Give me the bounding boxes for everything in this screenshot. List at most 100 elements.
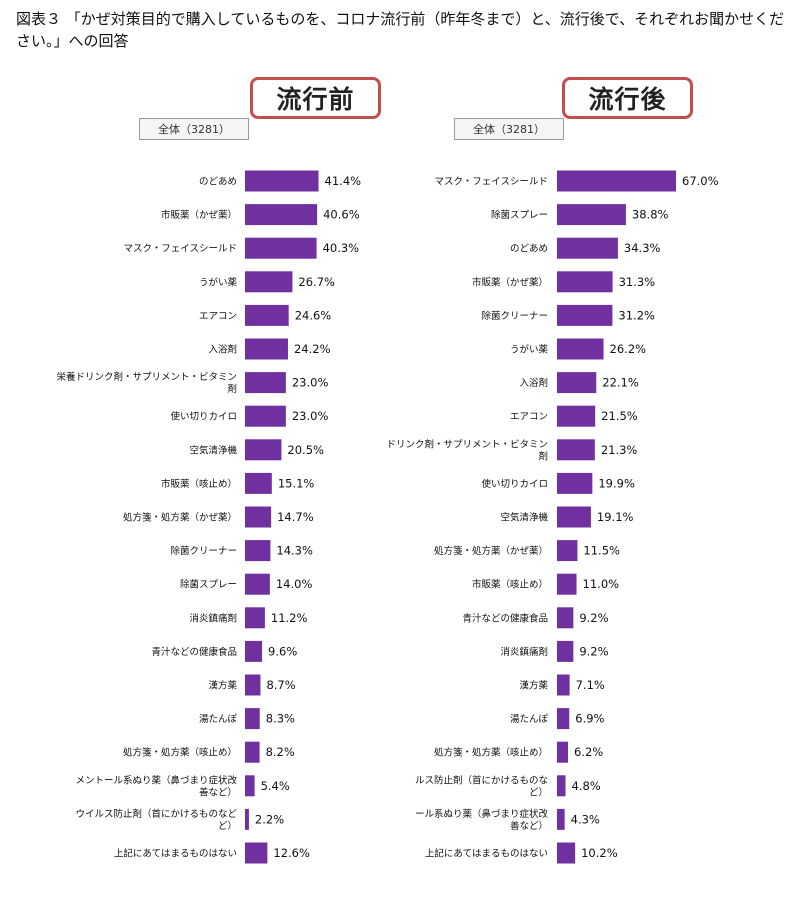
bar-before-5 (245, 338, 288, 360)
category-label-before-2: マスク・フェイスシールド (123, 244, 237, 255)
value-label-before-8: 20.5% (287, 443, 324, 457)
bar-after-16 (557, 708, 570, 730)
category-label-before-13: 消炎鎮痛剤 (189, 612, 237, 624)
bar-before-10 (245, 506, 272, 528)
value-label-before-2: 40.3% (323, 241, 360, 255)
category-label-after-17: 処方箋・処方薬（咳止め） (434, 747, 548, 759)
value-label-after-15: 7.1% (576, 678, 605, 692)
value-label-after-8: 21.3% (601, 443, 638, 457)
value-label-before-14: 9.6% (268, 644, 297, 658)
panel-title-before: 流行前 (250, 77, 381, 119)
bar-after-19 (557, 808, 565, 830)
value-label-before-16: 8.3% (266, 712, 295, 726)
bar-before-1 (245, 204, 318, 226)
bar-after-3 (557, 271, 613, 293)
category-label-before-12: 除菌スプレー (180, 579, 237, 591)
bar-before-7 (245, 405, 286, 427)
value-label-after-1: 38.8% (632, 208, 669, 222)
bar-before-16 (245, 708, 260, 730)
value-label-before-7: 23.0% (292, 409, 329, 423)
value-label-after-9: 19.9% (598, 476, 635, 490)
bar-before-0 (245, 170, 319, 192)
bar-after-9 (557, 472, 593, 494)
value-label-before-3: 26.7% (298, 275, 335, 289)
value-label-before-19: 2.2% (255, 812, 284, 826)
bar-after-14 (557, 640, 574, 662)
category-label-before-20: 上記にあてはまるものはない (114, 848, 237, 860)
bar-before-14 (245, 640, 263, 662)
value-label-after-12: 11.0% (583, 577, 620, 591)
category-label-before-6: 栄養ドリンク剤・サプリメント・ビタミン剤 (56, 371, 237, 395)
value-label-before-15: 8.7% (266, 678, 295, 692)
bar-before-2 (245, 237, 317, 259)
sample-size-after: 全体（3281） (454, 118, 564, 140)
category-label-after-6: 入浴剤 (519, 377, 548, 389)
category-label-after-3: 市販薬（かぜ薬） (472, 276, 548, 288)
value-label-after-10: 19.1% (597, 510, 634, 524)
bar-after-15 (557, 674, 570, 696)
bar-after-12 (557, 573, 577, 595)
bar-after-2 (557, 237, 618, 259)
category-label-after-7: エアコン (510, 412, 548, 423)
value-label-before-11: 14.3% (276, 544, 313, 558)
bar-before-17 (245, 741, 260, 763)
value-label-before-4: 24.6% (295, 308, 332, 322)
value-label-after-18: 4.8% (572, 779, 601, 793)
category-label-before-15: 漢方薬 (208, 680, 237, 692)
bar-before-4 (245, 304, 289, 326)
bar-after-17 (557, 741, 569, 763)
value-label-after-19: 4.3% (571, 812, 600, 826)
category-label-after-12: 市販薬（咳止め） (472, 579, 548, 591)
category-label-after-2: のどあめ (510, 244, 548, 255)
category-label-after-15: 漢方薬 (519, 680, 548, 692)
value-label-before-6: 23.0% (292, 376, 329, 390)
category-label-before-14: 青汁などの健康食品 (151, 646, 237, 658)
chart-panel-after: 67.0% マスク・フェイスシールド 38.8% 除菌スプレー 34.3% のどあめ 31.… (386, 170, 719, 864)
category-label-after-4: 除菌クリーナー (481, 310, 548, 322)
bar-before-6 (245, 372, 286, 394)
value-label-after-11: 11.5% (583, 544, 620, 558)
category-label-after-0: マスク・フェイスシールド (434, 177, 548, 188)
bar-after-13 (557, 607, 574, 629)
value-label-after-0: 67.0% (682, 174, 719, 188)
bar-after-8 (557, 439, 595, 461)
value-label-before-1: 40.6% (323, 208, 360, 222)
category-label-before-16: 湯たんぽ (199, 713, 238, 725)
value-label-after-2: 34.3% (624, 241, 661, 255)
bar-after-7 (557, 405, 596, 427)
bar-before-18 (245, 775, 255, 797)
bar-after-6 (557, 372, 597, 394)
category-label-after-1: 除菌スプレー (491, 209, 548, 221)
bar-before-11 (245, 540, 271, 562)
value-label-before-12: 14.0% (276, 577, 313, 591)
panel-title-after: 流行後 (562, 77, 693, 119)
bar-after-4 (557, 304, 613, 326)
value-label-before-13: 11.2% (271, 611, 308, 625)
figure-title: 図表３ 「かぜ対策目的で購入しているものを、コロナ流行前（昨年冬まで）と、流行後… (16, 10, 785, 50)
bar-before-12 (245, 573, 270, 595)
category-label-before-7: 使い切りカイロ (170, 411, 237, 423)
bar-before-8 (245, 439, 282, 461)
value-label-before-0: 41.4% (325, 174, 362, 188)
category-label-after-11: 処方箋・処方薬（かぜ薬） (434, 545, 548, 557)
category-label-after-9: 使い切りカイロ (481, 478, 548, 490)
category-label-after-14: 消炎鎮痛剤 (500, 646, 548, 658)
value-label-after-6: 22.1% (602, 376, 639, 390)
value-label-before-20: 12.6% (273, 846, 310, 860)
value-label-before-17: 8.2% (266, 745, 295, 759)
chart-panel-before: 41.4% のどあめ 40.6% 市販薬（かぜ薬） 40.3% マスク・フェイスシールド 2… (56, 170, 362, 864)
bar-before-15 (245, 674, 261, 696)
category-label-before-5: 入浴剤 (208, 344, 237, 356)
value-label-after-13: 9.2% (579, 611, 608, 625)
category-label-after-18: ルス防止剤（首にかけるものなど） (415, 774, 548, 798)
value-label-before-10: 14.7% (277, 510, 314, 524)
value-label-after-14: 9.2% (579, 644, 608, 658)
bar-after-18 (557, 775, 566, 797)
category-label-before-17: 処方箋・処方薬（咳止め） (123, 747, 237, 759)
category-label-after-19: ール系ぬり薬（鼻づまり症状改善など） (415, 808, 549, 832)
bar-before-9 (245, 472, 272, 494)
category-label-after-5: うがい薬 (510, 344, 549, 356)
category-label-after-13: 青汁などの健康食品 (462, 612, 548, 624)
value-label-after-20: 10.2% (581, 846, 618, 860)
